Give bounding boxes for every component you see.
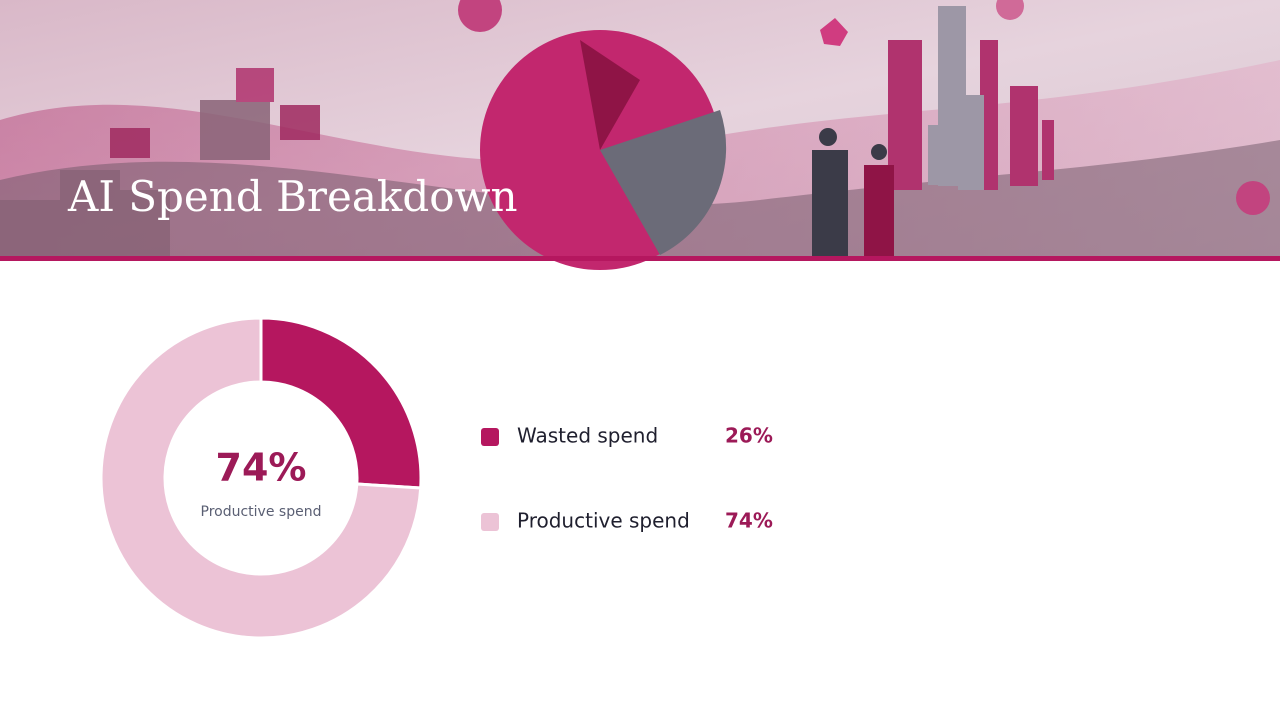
legend-value: 26% — [725, 424, 773, 448]
legend: Wasted spend 26% Productive spend 74% — [481, 424, 773, 533]
legend-label: Productive spend — [517, 509, 690, 533]
legend-swatch — [481, 428, 499, 446]
slide-title: AI Spend Breakdown — [67, 172, 518, 221]
center-label: Productive spend — [201, 504, 322, 520]
legend-value: 74% — [725, 509, 773, 533]
legend-label: Wasted spend — [517, 424, 658, 448]
donut-chart — [99, 316, 423, 640]
donut-slice — [99, 316, 423, 640]
header-banner: AI Spend Breakdown — [0, 0, 1280, 270]
legend-swatch — [481, 513, 499, 531]
donut-slice — [259, 316, 423, 490]
center-value: 74% — [216, 446, 307, 490]
